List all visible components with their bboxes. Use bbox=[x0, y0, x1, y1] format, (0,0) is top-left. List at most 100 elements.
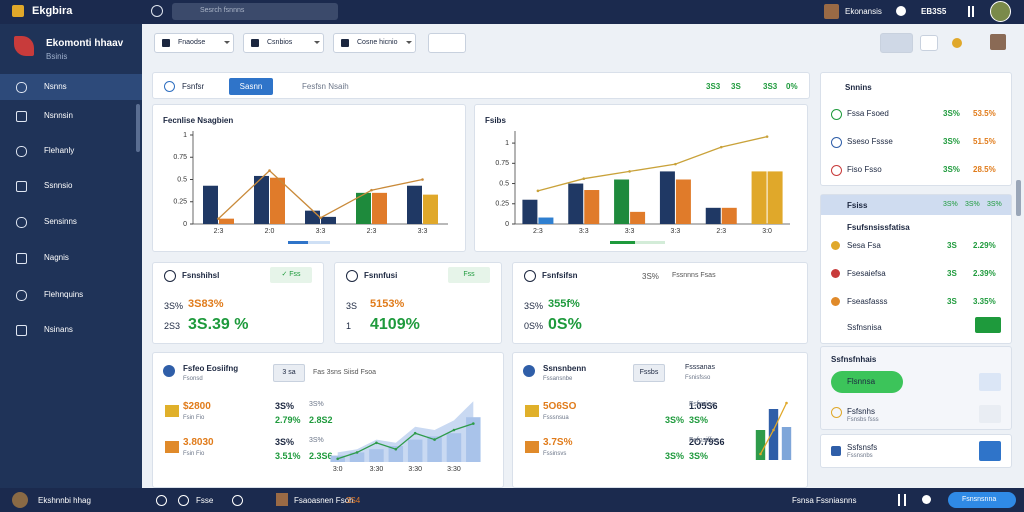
star-icon[interactable] bbox=[952, 38, 962, 48]
menu-item[interactable]: Nsnns bbox=[44, 82, 67, 91]
menu-item[interactable]: Ssnnsio bbox=[44, 181, 73, 190]
bar bbox=[522, 199, 538, 224]
row-swatch bbox=[165, 405, 179, 417]
logo: Ekgbira bbox=[32, 5, 73, 17]
icon[interactable] bbox=[178, 495, 189, 506]
row-stat: 3S% bbox=[689, 415, 709, 425]
file: Fsaoasnen Fsoh bbox=[294, 496, 354, 505]
grid-button[interactable] bbox=[920, 35, 938, 51]
bar bbox=[369, 449, 384, 462]
y-tick-label: 0 bbox=[505, 221, 509, 228]
menu-active bbox=[0, 74, 142, 100]
user-box[interactable] bbox=[990, 34, 1006, 50]
chart: 3:0 3:30 3:30 3:30 bbox=[330, 401, 481, 473]
card-tab: Fsssanas bbox=[685, 364, 715, 371]
dropdown[interactable] bbox=[333, 33, 416, 53]
primary-button[interactable]: Sasnn bbox=[229, 78, 273, 95]
y-tick-label: 1 bbox=[505, 140, 509, 147]
row-label: Fsin Fio bbox=[183, 451, 205, 457]
row-stat: 2.3S6 bbox=[309, 451, 333, 461]
menu-item[interactable]: Sensinns bbox=[44, 217, 77, 226]
menu-item[interactable]: Nsnnsin bbox=[44, 111, 73, 120]
icon[interactable] bbox=[922, 495, 931, 504]
x-tick-label: 3:3 bbox=[418, 228, 428, 235]
point bbox=[413, 431, 417, 435]
bar bbox=[721, 207, 737, 224]
row-value: 5O6SO bbox=[543, 401, 577, 412]
point bbox=[336, 457, 339, 461]
kpi-sub: Fssnnns Fsas bbox=[672, 272, 716, 279]
kpi-badge[interactable]: Fss bbox=[448, 267, 490, 283]
icon[interactable] bbox=[232, 495, 243, 506]
avatar[interactable] bbox=[824, 4, 839, 19]
row-stat: 3S% bbox=[309, 437, 324, 444]
panel: Snnins Fssa Fsoed 3S% 53.5% Sseso Fssse 3S% 51… bbox=[820, 72, 1012, 186]
confirm-button[interactable] bbox=[975, 317, 1001, 333]
menu-item[interactable]: Nagnis bbox=[44, 253, 69, 262]
scroll-indicator[interactable] bbox=[610, 241, 665, 244]
chart: Fecnlise Nsagbien 0 0.25 0.5 0.75 1 2:3 2:0 3:3 2… bbox=[163, 116, 448, 235]
avatar bbox=[12, 492, 28, 508]
home[interactable]: Fsse bbox=[196, 496, 214, 505]
row-value: 51.5% bbox=[973, 137, 996, 146]
scroll-indicator[interactable] bbox=[288, 241, 330, 244]
card-button[interactable]: 3 sa bbox=[273, 364, 305, 382]
row-stat: 3S% bbox=[943, 165, 960, 174]
scrollbar[interactable] bbox=[1016, 180, 1021, 216]
row-label: Fiso Fsso bbox=[847, 165, 882, 174]
action-button[interactable] bbox=[979, 405, 1001, 423]
item-icon bbox=[831, 446, 841, 456]
row-label: Fsin Fio bbox=[183, 415, 205, 421]
kpi-label: 2S3 bbox=[164, 321, 181, 331]
button[interactable]: Fsnsnsnna bbox=[948, 492, 1016, 508]
settings-icon[interactable] bbox=[896, 6, 906, 16]
menu-item[interactable]: Flehanly bbox=[44, 146, 75, 155]
clock-icon[interactable] bbox=[151, 5, 163, 17]
dropdown-icon bbox=[251, 39, 259, 47]
row-swatch bbox=[525, 405, 539, 417]
item-sub: Fssnsnbs bbox=[847, 453, 873, 459]
icon-button[interactable] bbox=[428, 33, 466, 53]
kpi-label: 3S% bbox=[164, 301, 184, 311]
pill[interactable]: Flsnnsa bbox=[831, 371, 903, 393]
dropdown-label: Fnaodse bbox=[178, 39, 206, 46]
line bbox=[218, 169, 423, 220]
x-tick-label: 3:30 bbox=[408, 466, 422, 473]
row-value: $2800 bbox=[183, 401, 211, 412]
tab-icon bbox=[164, 81, 175, 92]
bar bbox=[203, 185, 218, 224]
scrollbar[interactable] bbox=[136, 104, 140, 152]
action-button[interactable] bbox=[979, 441, 1001, 461]
bar bbox=[407, 439, 423, 462]
point bbox=[355, 451, 359, 454]
menu-icon[interactable] bbox=[968, 6, 974, 17]
dropdown[interactable] bbox=[243, 33, 324, 53]
dropdown[interactable] bbox=[154, 33, 234, 53]
row-value: 3.8030 bbox=[183, 437, 214, 448]
profile-photo[interactable] bbox=[990, 1, 1011, 22]
action-button[interactable] bbox=[979, 373, 1001, 391]
stats-card: Ssnsnbenn Fssansnbe Fssbs Fsssanas Fsnisfsso… bbox=[512, 352, 808, 488]
point bbox=[421, 178, 424, 181]
chart: Fsibs 0 0.25 0.5 0.75 1 2:3 3:3 3:3 3:3 2:3 3:0 bbox=[485, 116, 790, 235]
item: Ssfsnsfs bbox=[847, 443, 878, 452]
point bbox=[452, 428, 456, 432]
row-label: Fssa Fsoed bbox=[847, 109, 889, 118]
kpi-icon bbox=[164, 270, 176, 282]
search-box[interactable] bbox=[172, 3, 338, 20]
top-bar bbox=[0, 0, 1024, 24]
bar bbox=[446, 433, 462, 462]
view-button[interactable] bbox=[880, 33, 913, 53]
icon[interactable] bbox=[156, 495, 167, 506]
bar bbox=[356, 192, 371, 224]
menu-item[interactable]: Nsinans bbox=[44, 325, 73, 334]
kpi-value: 5153% bbox=[370, 298, 405, 310]
menu-item[interactable]: Flehnquins bbox=[44, 290, 84, 299]
overview-stat: 3S3 bbox=[763, 82, 778, 91]
icon[interactable] bbox=[898, 494, 906, 506]
card-button[interactable]: Fssbs bbox=[633, 364, 665, 382]
tab[interactable]: Fsnfsr bbox=[182, 82, 205, 91]
kpi-badge[interactable]: ✓ Fss bbox=[270, 267, 312, 283]
row-stat: 2.8S2 bbox=[309, 415, 333, 425]
